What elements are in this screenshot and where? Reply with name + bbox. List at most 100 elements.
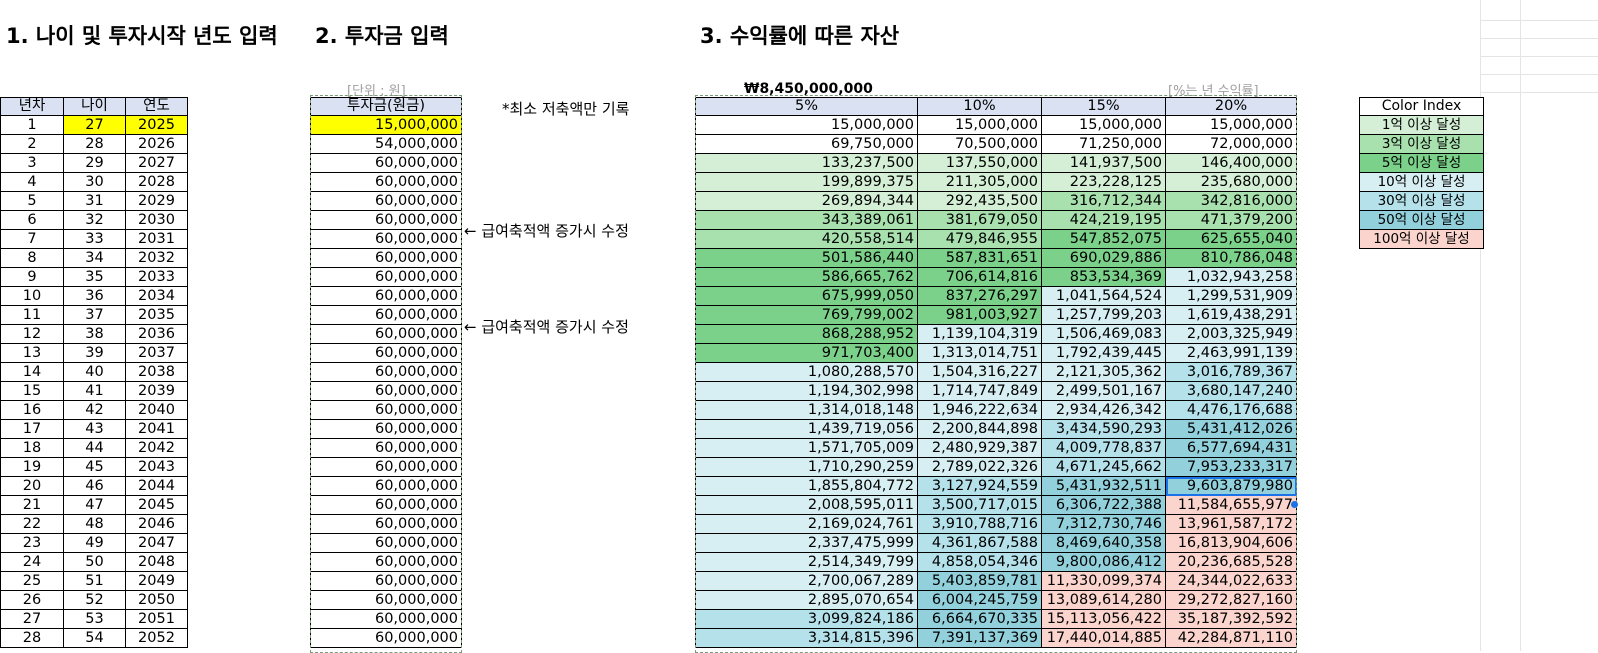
asset-cell-rate-20[interactable]: 24,344,022,633 <box>1165 571 1297 591</box>
asset-cell-rate-5[interactable]: 769,799,002 <box>695 305 918 325</box>
asset-cell-rate-15[interactable]: 1,506,469,083 <box>1041 324 1166 344</box>
asset-cell-rate-5[interactable]: 15,000,000 <box>695 115 918 135</box>
year-cell[interactable]: 2025 <box>125 115 188 135</box>
asset-cell-rate-15[interactable]: 141,937,500 <box>1041 153 1166 173</box>
color-index-item[interactable]: 100억 이상 달성 <box>1359 229 1484 249</box>
asset-cell-rate-10[interactable]: 1,714,747,849 <box>917 381 1042 401</box>
year-count-cell[interactable]: 18 <box>0 438 64 458</box>
asset-cell-rate-10[interactable]: 1,313,014,751 <box>917 343 1042 363</box>
year-cell[interactable]: 2049 <box>125 571 188 591</box>
asset-cell-rate-10[interactable]: 6,004,245,759 <box>917 590 1042 610</box>
investment-cell[interactable]: 60,000,000 <box>310 457 462 477</box>
year-count-cell[interactable]: 9 <box>0 267 64 287</box>
asset-cell-rate-15[interactable]: 1,257,799,203 <box>1041 305 1166 325</box>
asset-cell-rate-20[interactable]: 3,680,147,240 <box>1165 381 1297 401</box>
year-count-cell[interactable]: 6 <box>0 210 64 230</box>
year-count-cell[interactable]: 23 <box>0 533 64 553</box>
asset-cell-rate-10[interactable]: 70,500,000 <box>917 134 1042 154</box>
age-cell[interactable]: 41 <box>63 381 126 401</box>
age-cell[interactable]: 31 <box>63 191 126 211</box>
investment-cell[interactable]: 60,000,000 <box>310 419 462 439</box>
investment-cell[interactable]: 60,000,000 <box>310 172 462 192</box>
year-count-cell[interactable]: 3 <box>0 153 64 173</box>
age-cell[interactable]: 28 <box>63 134 126 154</box>
asset-cell-rate-10[interactable]: 4,361,867,588 <box>917 533 1042 553</box>
asset-cell-rate-10[interactable]: 2,480,929,387 <box>917 438 1042 458</box>
asset-cell-rate-20[interactable]: 146,400,000 <box>1165 153 1297 173</box>
asset-cell-rate-20[interactable]: 6,577,694,431 <box>1165 438 1297 458</box>
asset-cell-rate-15[interactable]: 17,440,014,885 <box>1041 628 1166 648</box>
year-cell[interactable]: 2041 <box>125 419 188 439</box>
asset-cell-rate-5[interactable]: 199,899,375 <box>695 172 918 192</box>
asset-cell-rate-10[interactable]: 1,946,222,634 <box>917 400 1042 420</box>
year-cell[interactable]: 2036 <box>125 324 188 344</box>
investment-cell[interactable]: 60,000,000 <box>310 343 462 363</box>
age-cell[interactable]: 46 <box>63 476 126 496</box>
asset-cell-rate-15[interactable]: 11,330,099,374 <box>1041 571 1166 591</box>
color-index-title[interactable]: Color Index <box>1359 97 1484 116</box>
year-count-cell[interactable]: 13 <box>0 343 64 363</box>
age-cell[interactable]: 49 <box>63 533 126 553</box>
section3-heading[interactable]: 3. 수익률에 따른 자산 <box>700 24 900 48</box>
asset-cell-rate-5[interactable]: 3,314,815,396 <box>695 628 918 648</box>
asset-cell-rate-15[interactable]: 1,792,439,445 <box>1041 343 1166 363</box>
asset-cell-rate-5[interactable]: 1,080,288,570 <box>695 362 918 382</box>
asset-cell-rate-5[interactable]: 501,586,440 <box>695 248 918 268</box>
asset-cell-rate-15[interactable]: 1,041,564,524 <box>1041 286 1166 306</box>
asset-cell-rate-5[interactable]: 2,169,024,761 <box>695 514 918 534</box>
investment-cell[interactable]: 60,000,000 <box>310 590 462 610</box>
asset-cell-rate-15[interactable]: 3,434,590,293 <box>1041 419 1166 439</box>
asset-cell-rate-5[interactable]: 1,571,705,009 <box>695 438 918 458</box>
asset-cell-rate-15[interactable]: 2,499,501,167 <box>1041 381 1166 401</box>
asset-cell-rate-20[interactable]: 471,379,200 <box>1165 210 1297 230</box>
asset-cell-rate-20[interactable]: 1,299,531,909 <box>1165 286 1297 306</box>
asset-cell-rate-10[interactable]: 706,614,816 <box>917 267 1042 287</box>
year-cell[interactable]: 2034 <box>125 286 188 306</box>
asset-cell-rate-15[interactable]: 7,312,730,746 <box>1041 514 1166 534</box>
age-cell[interactable]: 29 <box>63 153 126 173</box>
asset-cell-rate-10[interactable]: 292,435,500 <box>917 191 1042 211</box>
asset-cell-rate-5[interactable]: 3,099,824,186 <box>695 609 918 629</box>
asset-cell-rate-15[interactable]: 71,250,000 <box>1041 134 1166 154</box>
asset-cell-rate-10[interactable]: 587,831,651 <box>917 248 1042 268</box>
asset-cell-rate-10[interactable]: 2,200,844,898 <box>917 419 1042 439</box>
age-cell[interactable]: 34 <box>63 248 126 268</box>
year-count-cell[interactable]: 25 <box>0 571 64 591</box>
section2-heading[interactable]: 2. 투자금 입력 <box>313 20 449 50</box>
header-age[interactable]: 나이 <box>63 97 126 116</box>
year-cell[interactable]: 2039 <box>125 381 188 401</box>
year-count-cell[interactable]: 22 <box>0 514 64 534</box>
year-count-cell[interactable]: 21 <box>0 495 64 515</box>
asset-cell-rate-15[interactable]: 8,469,640,358 <box>1041 533 1166 553</box>
asset-cell-rate-5[interactable]: 971,703,400 <box>695 343 918 363</box>
year-count-cell[interactable]: 7 <box>0 229 64 249</box>
asset-cell-rate-5[interactable]: 586,665,762 <box>695 267 918 287</box>
asset-cell-rate-20[interactable]: 2,003,325,949 <box>1165 324 1297 344</box>
investment-cell[interactable]: 60,000,000 <box>310 362 462 382</box>
investment-cell[interactable]: 60,000,000 <box>310 191 462 211</box>
year-cell[interactable]: 2043 <box>125 457 188 477</box>
year-count-cell[interactable]: 2 <box>0 134 64 154</box>
age-cell[interactable]: 36 <box>63 286 126 306</box>
year-cell[interactable]: 2033 <box>125 267 188 287</box>
investment-cell[interactable]: 60,000,000 <box>310 438 462 458</box>
fill-handle[interactable] <box>1291 501 1298 508</box>
year-cell[interactable]: 2040 <box>125 400 188 420</box>
age-cell[interactable]: 42 <box>63 400 126 420</box>
investment-cell[interactable]: 15,000,000 <box>310 115 462 135</box>
age-cell[interactable]: 54 <box>63 628 126 648</box>
age-cell[interactable]: 45 <box>63 457 126 477</box>
investment-cell[interactable]: 60,000,000 <box>310 324 462 344</box>
year-count-cell[interactable]: 19 <box>0 457 64 477</box>
asset-cell-rate-10[interactable]: 1,504,316,227 <box>917 362 1042 382</box>
year-count-cell[interactable]: 26 <box>0 590 64 610</box>
age-cell[interactable]: 44 <box>63 438 126 458</box>
investment-cell[interactable]: 60,000,000 <box>310 628 462 648</box>
investment-cell[interactable]: 60,000,000 <box>310 267 462 287</box>
year-cell[interactable]: 2038 <box>125 362 188 382</box>
minimum-note[interactable]: *최소 저축액만 기록 <box>502 100 630 118</box>
age-cell[interactable]: 43 <box>63 419 126 439</box>
year-cell[interactable]: 2037 <box>125 343 188 363</box>
asset-cell-rate-20[interactable]: 1,032,943,258 <box>1165 267 1297 287</box>
header-rate-15[interactable]: 15% <box>1041 97 1166 116</box>
